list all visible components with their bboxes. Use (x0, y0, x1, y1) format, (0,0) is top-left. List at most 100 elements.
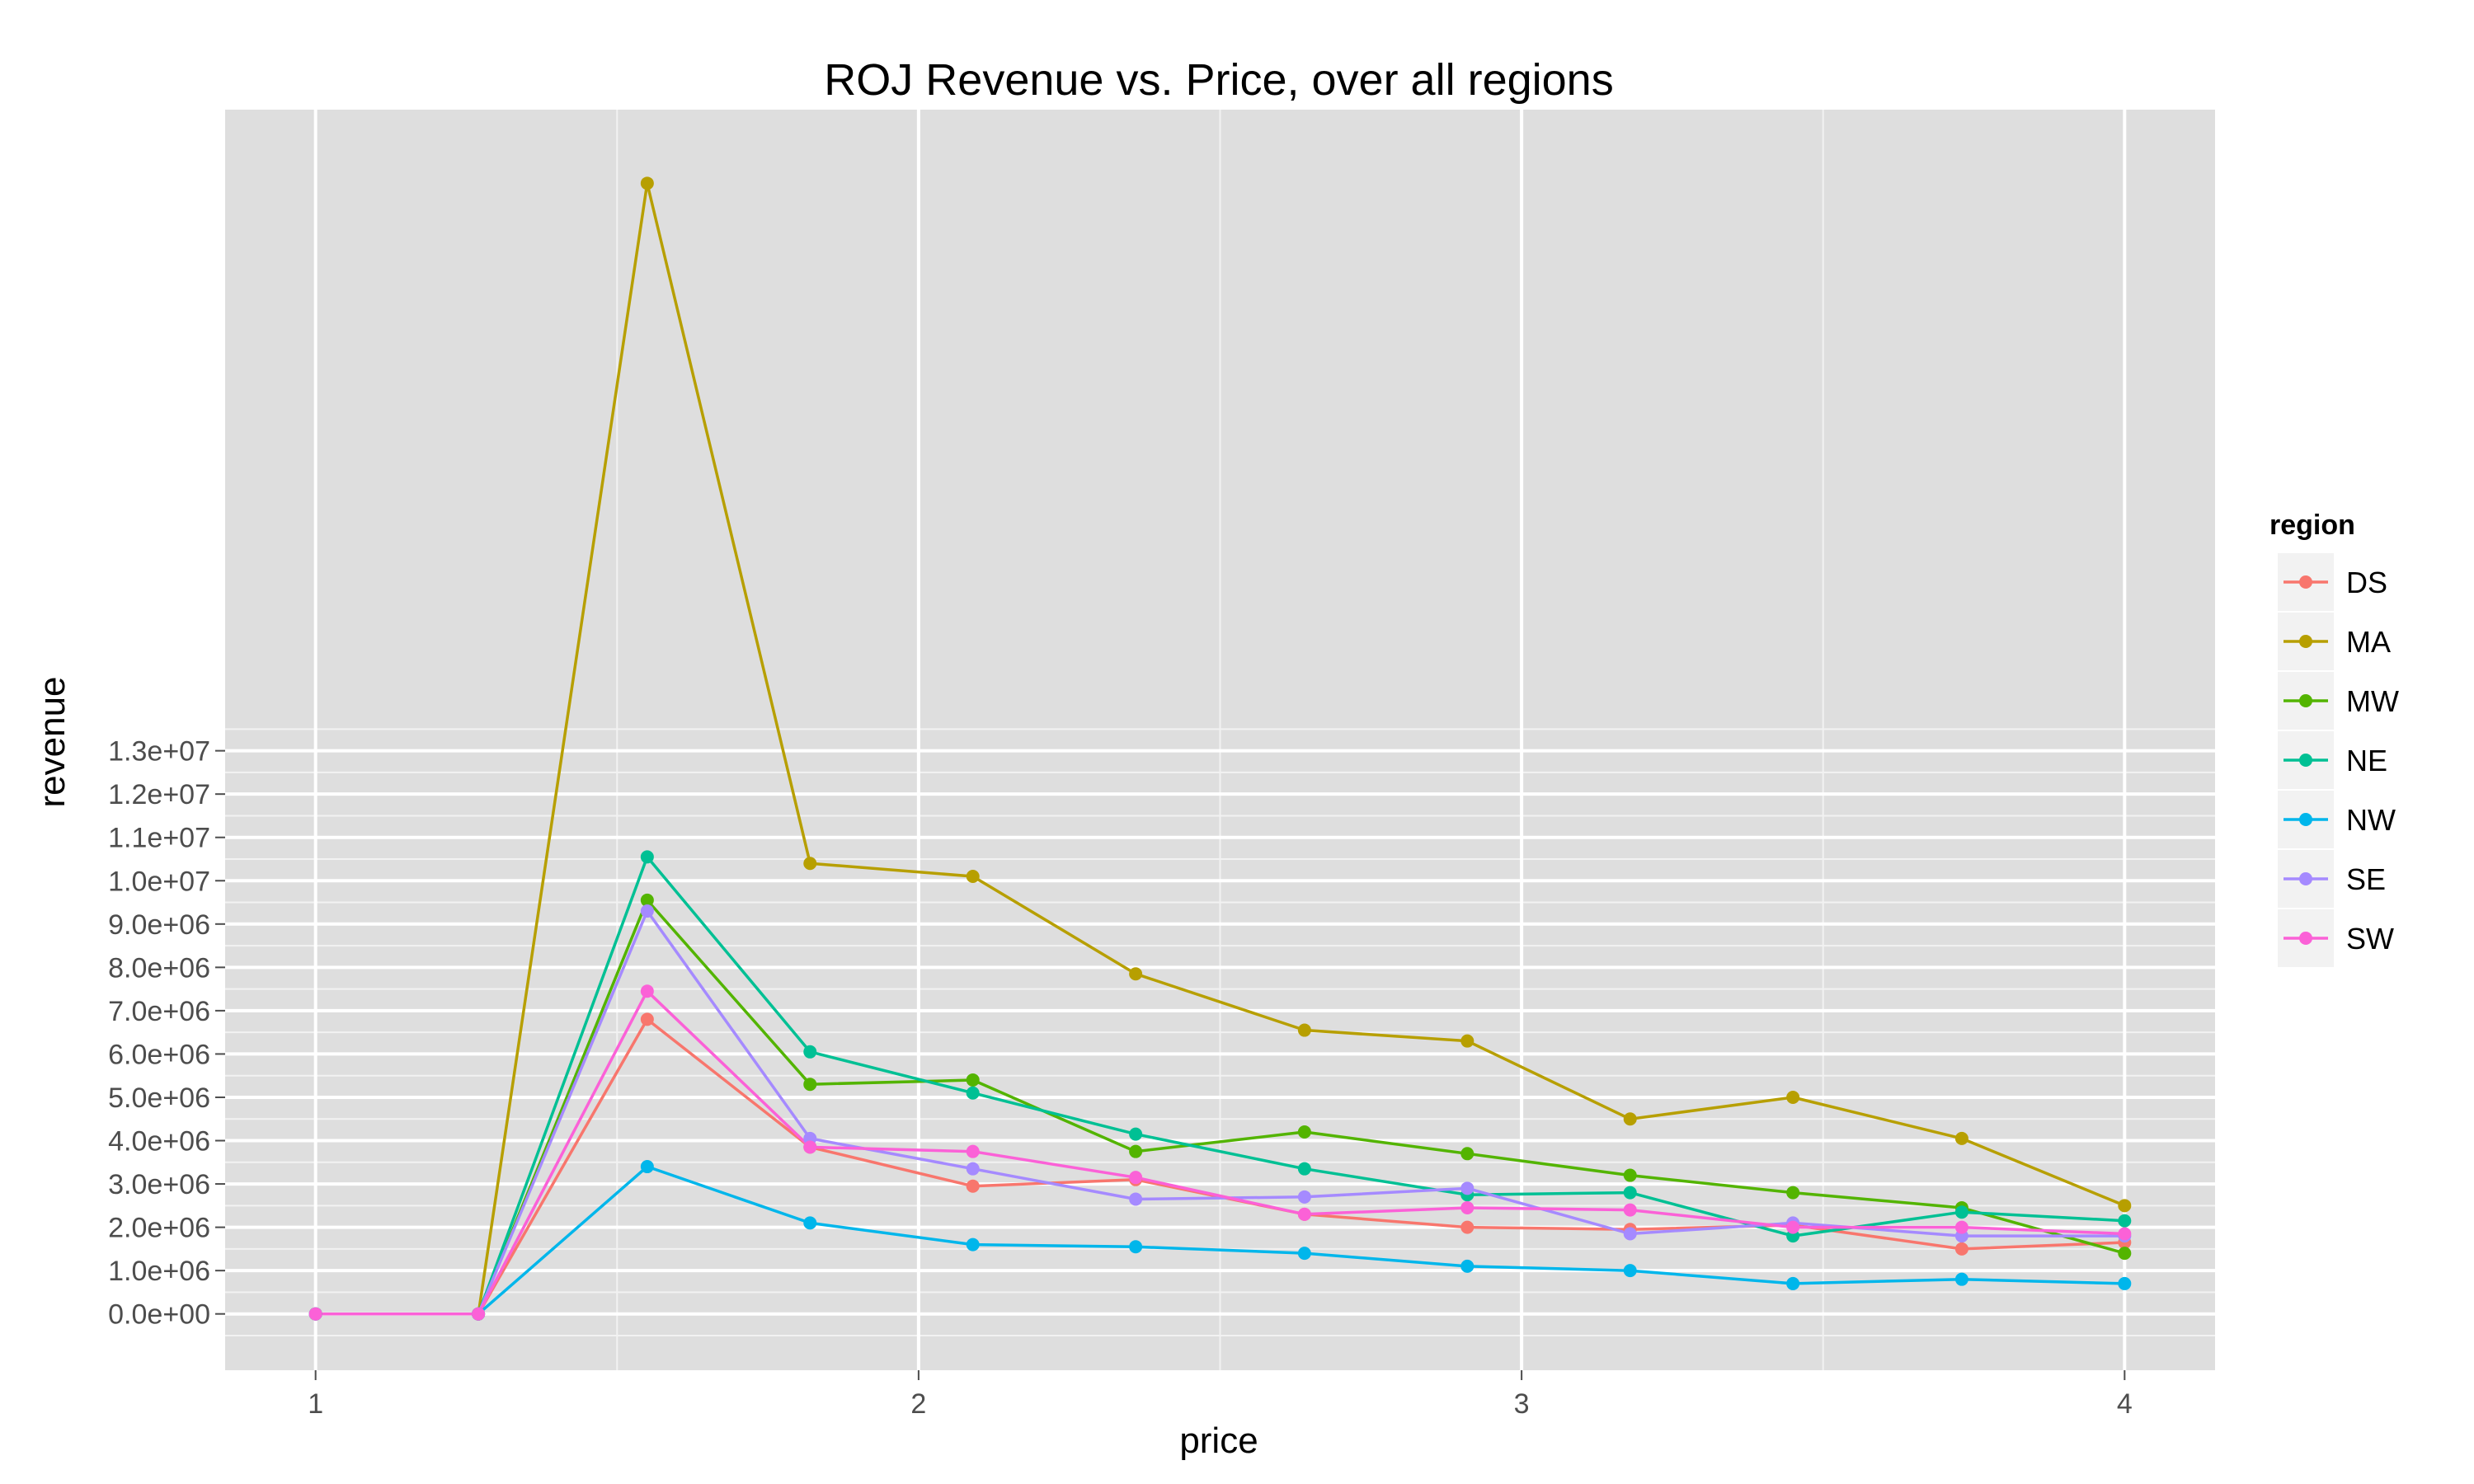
data-point-nw (1297, 1247, 1311, 1261)
data-point-se (640, 904, 654, 918)
data-point-sw (2118, 1227, 2132, 1241)
data-point-nw (2118, 1276, 2132, 1290)
data-point-se (966, 1162, 980, 1176)
data-point-sw (1129, 1171, 1143, 1185)
data-point-nw (1954, 1272, 1968, 1286)
data-point-ma (803, 857, 817, 871)
data-point-sw (1954, 1220, 1968, 1234)
legend-key-point (2299, 575, 2312, 589)
x-tick-label: 2 (910, 1388, 926, 1420)
legend-label-ne: NE (2346, 744, 2387, 777)
data-point-mw (2118, 1247, 2132, 1261)
y-tick-label: 1.3e+07 (108, 736, 210, 768)
legend-label-ds: DS (2346, 566, 2387, 599)
y-axis-title: revenue (32, 676, 73, 807)
legend-label-nw: NW (2346, 803, 2396, 837)
legend-key-point (2299, 872, 2312, 885)
data-point-ne (1623, 1186, 1637, 1200)
legend-key-point (2299, 932, 2312, 945)
data-point-sw (472, 1307, 486, 1321)
axis-ticks: 1 2 3 4 0.0e+00 1.0e+06 2.0e+06 3.0e+06 4.0e+06 5… (108, 736, 2133, 1420)
data-point-sw (966, 1144, 980, 1158)
legend-key-point (2299, 694, 2312, 707)
data-point-ds (1954, 1242, 1968, 1256)
data-point-ma (966, 870, 980, 884)
y-tick-label: 7.0e+06 (108, 996, 210, 1027)
data-point-ma (1786, 1090, 1800, 1104)
data-point-mw (1297, 1125, 1311, 1139)
y-tick-label: 4.0e+06 (108, 1126, 210, 1158)
series-line-ne (315, 855, 2125, 1316)
series-line-mw (315, 899, 2125, 1316)
data-point-ma (1623, 1112, 1637, 1126)
y-tick-label: 8.0e+06 (108, 952, 210, 984)
data-point-nw (1460, 1259, 1475, 1273)
legend: region DS MA MW NE NW SE SW (2269, 510, 2399, 969)
data-point-ne (1954, 1205, 1968, 1219)
data-point-se (1297, 1190, 1311, 1204)
y-tick-label: 3.0e+06 (108, 1169, 210, 1200)
data-point-sw (1786, 1220, 1800, 1234)
data-point-ne (1129, 1127, 1143, 1141)
data-point-se (1129, 1192, 1143, 1206)
y-tick-label: 1.2e+07 (108, 779, 210, 810)
legend-key-point (2299, 754, 2312, 767)
data-point-mw (640, 893, 654, 907)
data-point-se (1623, 1227, 1637, 1241)
legend-key-point (2299, 813, 2312, 826)
series-points (308, 176, 2132, 1321)
series-lines (315, 181, 2125, 1316)
data-point-mw (1129, 1144, 1143, 1158)
x-tick-label: 3 (1514, 1388, 1530, 1420)
y-tick-label: 1.0e+06 (108, 1256, 210, 1287)
data-point-mw (803, 1078, 817, 1092)
data-point-ma (1129, 967, 1143, 981)
legend-label-se: SE (2346, 862, 2386, 896)
data-point-sw (1297, 1207, 1311, 1221)
series-line-nw (315, 1165, 2125, 1316)
data-point-ne (803, 1045, 817, 1059)
data-point-mw (966, 1073, 980, 1087)
data-point-nw (966, 1237, 980, 1252)
data-point-ds (1460, 1220, 1475, 1234)
series-line-ma (315, 181, 2125, 1316)
y-tick-label: 6.0e+06 (108, 1039, 210, 1070)
legend-label-ma: MA (2346, 625, 2391, 659)
series-line-se (315, 909, 2125, 1316)
data-point-ma (2118, 1199, 2132, 1213)
data-point-ne (1297, 1162, 1311, 1176)
data-point-ne (2118, 1214, 2132, 1228)
y-tick-label: 5.0e+06 (108, 1082, 210, 1114)
data-point-mw (1623, 1168, 1637, 1182)
data-point-ma (640, 176, 654, 190)
data-point-nw (803, 1216, 817, 1230)
x-axis-title: price (1179, 1421, 1258, 1461)
data-point-sw (1623, 1203, 1637, 1217)
chart-title: ROJ Revenue vs. Price, over all regions (824, 55, 1613, 105)
y-tick-label: 0.0e+00 (108, 1299, 210, 1331)
y-tick-label: 1.1e+07 (108, 823, 210, 854)
data-point-ne (640, 850, 654, 864)
data-point-sw (308, 1307, 322, 1321)
data-point-sw (803, 1140, 817, 1154)
data-point-ma (1297, 1023, 1311, 1037)
legend-title: region (2269, 510, 2355, 541)
data-point-nw (640, 1160, 654, 1174)
legend-label-sw: SW (2346, 922, 2394, 956)
data-point-sw (640, 984, 654, 998)
data-point-nw (1786, 1276, 1800, 1290)
legend-key-point (2299, 635, 2312, 648)
data-point-nw (1129, 1240, 1143, 1254)
y-tick-label: 2.0e+06 (108, 1213, 210, 1244)
data-point-ds (640, 1012, 654, 1026)
series-line-sw (315, 989, 2125, 1316)
data-point-ma (1954, 1131, 1968, 1145)
legend-label-mw: MW (2346, 684, 2399, 718)
data-point-sw (1460, 1200, 1475, 1214)
data-point-se (1460, 1181, 1475, 1195)
data-point-nw (1623, 1264, 1637, 1278)
data-point-ds (966, 1179, 980, 1193)
data-point-ma (1460, 1034, 1475, 1048)
y-tick-label: 9.0e+06 (108, 909, 210, 941)
